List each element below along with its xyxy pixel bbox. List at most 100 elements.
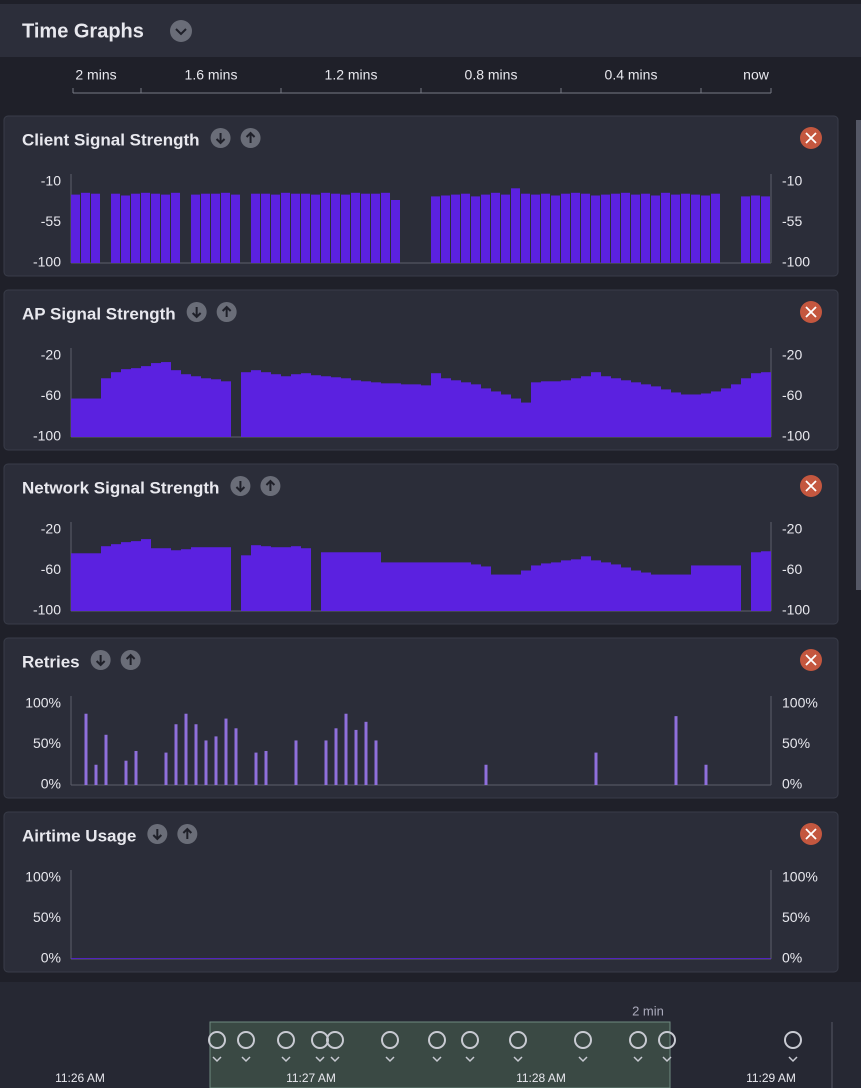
move-up-button[interactable] <box>260 476 281 496</box>
bar <box>351 552 361 611</box>
event-icon[interactable] <box>784 1031 802 1063</box>
bar <box>751 373 761 437</box>
event-chevron <box>513 1056 523 1063</box>
move-down-button[interactable] <box>90 650 111 670</box>
bar <box>371 552 381 611</box>
bar <box>171 958 181 959</box>
bar <box>281 376 291 437</box>
header-bar <box>0 4 861 57</box>
bar <box>291 958 301 959</box>
event-icon[interactable] <box>277 1031 295 1063</box>
bar <box>491 958 501 959</box>
bar <box>484 764 488 785</box>
event-icon[interactable] <box>629 1031 647 1063</box>
bar <box>174 724 178 785</box>
bar <box>761 958 771 959</box>
bar <box>441 958 451 959</box>
event-glyph <box>784 1031 802 1049</box>
move-down-button[interactable] <box>147 824 168 844</box>
y-tick-label: -100 <box>33 254 61 270</box>
bar <box>311 375 321 437</box>
bar <box>291 374 301 437</box>
bar <box>571 958 581 959</box>
bar <box>641 572 651 611</box>
close-button[interactable] <box>800 301 822 323</box>
bar <box>121 369 131 437</box>
event-icon[interactable] <box>658 1031 676 1063</box>
move-up-button[interactable] <box>177 824 198 844</box>
bar <box>631 570 641 611</box>
bar <box>211 958 221 959</box>
close-button[interactable] <box>800 475 822 497</box>
bar <box>541 958 551 959</box>
bar <box>141 958 151 959</box>
y-tick-label: 100% <box>25 869 61 885</box>
y2-tick-label: -100 <box>782 602 810 618</box>
close-x <box>805 654 817 666</box>
event-chevron <box>465 1056 475 1063</box>
event-chevron <box>432 1056 442 1063</box>
bar <box>751 958 761 959</box>
bar <box>581 376 591 437</box>
bar <box>111 958 121 959</box>
close-x <box>805 306 817 318</box>
collapse-button[interactable] <box>170 20 192 42</box>
bar <box>461 382 471 437</box>
bar <box>701 195 710 263</box>
bar <box>561 560 571 611</box>
event-icon[interactable] <box>237 1031 255 1063</box>
event-icon[interactable] <box>461 1031 479 1063</box>
event-chevron <box>662 1056 672 1063</box>
move-up-button[interactable] <box>216 302 237 322</box>
bar <box>201 547 211 611</box>
bar <box>181 958 191 959</box>
bar <box>621 192 630 263</box>
time-axis-label: 1.2 mins <box>325 67 378 83</box>
bar <box>351 380 361 437</box>
bar <box>711 193 720 263</box>
bar <box>691 565 701 611</box>
y-tick-label: -55 <box>41 213 61 229</box>
bar <box>591 958 601 959</box>
bar <box>411 958 421 959</box>
bar <box>641 958 651 959</box>
bar <box>531 565 541 611</box>
close-button[interactable] <box>800 127 822 149</box>
time-axis-label: 1.6 mins <box>185 67 238 83</box>
move-down-button[interactable] <box>230 476 251 496</box>
event-icon[interactable] <box>208 1031 226 1063</box>
event-icon[interactable] <box>381 1031 399 1063</box>
bar <box>371 958 381 959</box>
close-button[interactable] <box>800 823 822 845</box>
bar <box>321 552 331 611</box>
bar <box>681 394 691 437</box>
bar <box>351 958 361 959</box>
move-down-button[interactable] <box>186 302 207 322</box>
bar <box>751 552 761 611</box>
y-tick-label: 0% <box>41 776 61 792</box>
y2-tick-label: -60 <box>782 561 802 577</box>
bar <box>651 386 661 437</box>
bar <box>121 542 131 611</box>
bar <box>254 752 258 785</box>
event-icon[interactable] <box>428 1031 446 1063</box>
move-down-button[interactable] <box>210 128 231 148</box>
bar <box>301 193 310 263</box>
scrollbar[interactable] <box>856 120 861 590</box>
bar <box>121 195 130 263</box>
bar <box>461 562 471 611</box>
event-icon[interactable] <box>326 1031 344 1063</box>
close-button[interactable] <box>800 649 822 671</box>
bar <box>271 958 281 959</box>
bar <box>761 551 771 611</box>
bar <box>291 546 301 611</box>
bar <box>501 394 511 437</box>
move-up-button[interactable] <box>120 650 141 670</box>
bar <box>271 194 280 263</box>
event-icon[interactable] <box>509 1031 527 1063</box>
move-up-button[interactable] <box>240 128 261 148</box>
event-chevron <box>578 1056 588 1063</box>
y-tick-label: -20 <box>41 521 61 537</box>
bar <box>184 713 188 785</box>
event-icon[interactable] <box>574 1031 592 1063</box>
